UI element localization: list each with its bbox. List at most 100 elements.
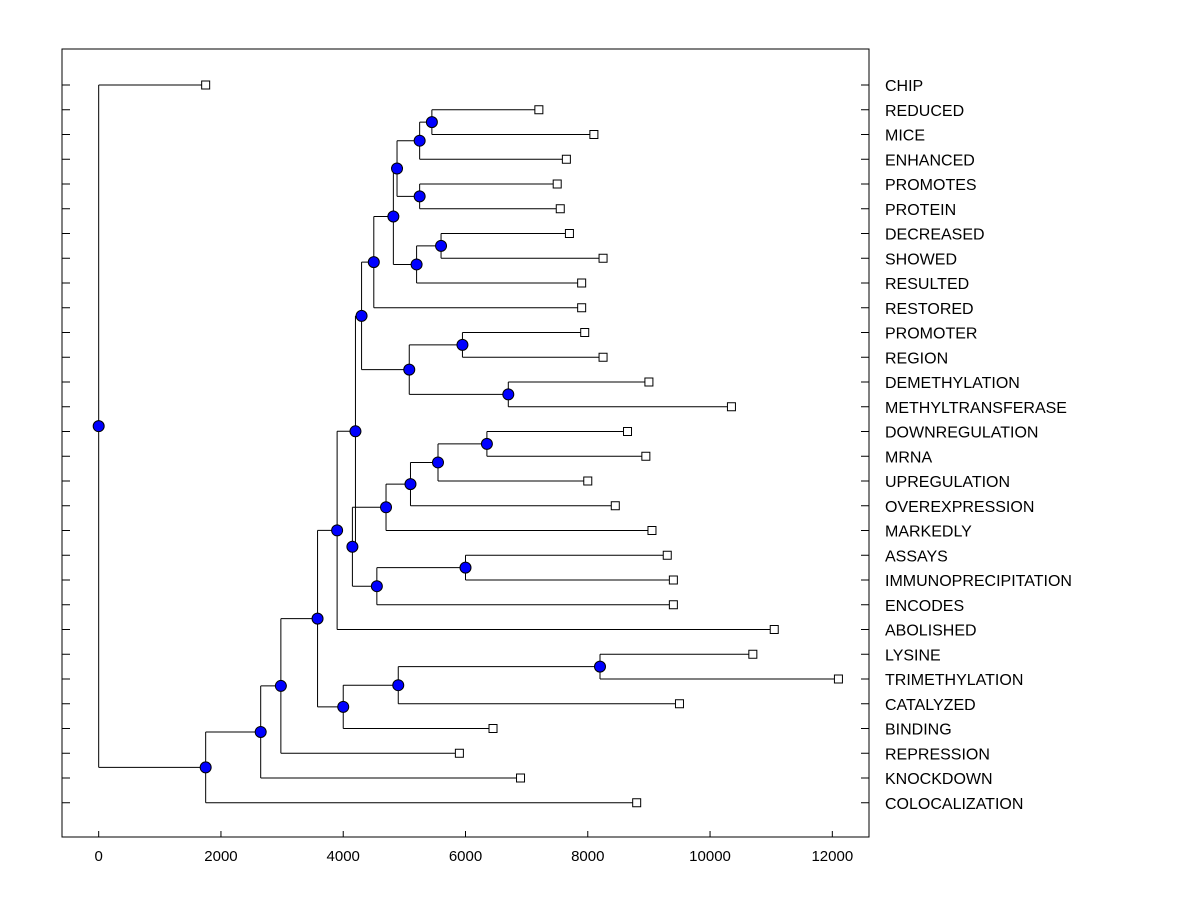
x-axis: 0 2000 4000 6000 8000 10000 12000 [95,831,853,865]
leaf-label-restored: RESTORED [885,301,974,318]
leaf-marker-immunoprecipitation [668,575,678,585]
leaf-label-enhanced: ENHANCED [885,152,975,169]
leaf-marker-promotes [552,179,562,189]
x-tick-label: 4000 [327,848,360,865]
leaf-label-resulted: RESULTED [885,276,969,293]
leaf-label-assays: ASSAYS [885,548,948,565]
leaf-marker-protein [555,204,565,214]
x-tick-label: 8000 [571,848,604,865]
leaf-label-knockdown: KNOCKDOWN [885,771,993,788]
y-axis-ticks [62,84,869,804]
leaf-label-immunoprecipitation: IMMUNOPRECIPITATION [885,573,1072,590]
leaf-marker-lysine [748,649,758,659]
merge-node-n_e [355,309,368,322]
merge-node-n_i [370,580,383,593]
merge-node-n_j [346,540,359,553]
leaf-marker-region [598,352,608,362]
merge-node-n_m [392,679,405,692]
merge-node-n_pr [456,338,469,351]
leaf-label-upregulation: UPREGULATION [885,474,1010,491]
leaf-marker-knockdown [516,773,526,783]
leaf-marker-markedly [647,526,657,535]
merge-node-n_pp [413,190,426,203]
leaf-label-reduced: REDUCED [885,103,964,120]
leaf-label-decreased: DECREASED [885,227,985,244]
merge-node-n_b [387,210,400,223]
merge-node-n_r [199,761,212,774]
leaf-label-repression: REPRESSION [885,746,990,763]
leaf-label-promoter: PROMOTER [885,326,977,343]
leaf-marker-binding [488,724,498,733]
leaf-marker-decreased [564,229,574,238]
leaf-label-mrna: MRNA [885,449,932,466]
merge-node-n_lt [594,660,606,673]
leaf-label-mice: MICE [885,128,925,145]
merge-node-n_p [274,679,287,692]
leaf-label-promotes: PROMOTES [885,177,977,194]
x-tick-label: 0 [95,848,103,865]
leaf-label-trimethylation: TRIMETHYLATION [885,672,1023,689]
x-tick-label: 6000 [449,848,482,865]
leaf-marker-abolished [769,625,779,634]
leaf-label-protein: PROTEIN [885,202,956,219]
merge-node-n_rm [425,116,438,129]
leaf-marker-chip [201,80,211,90]
merge-node-n_dsr [410,258,423,271]
leaf-label-demethylation: DEMETHYLATION [885,375,1020,392]
merge-node-n_c [367,256,380,269]
merge-node-n_dwm [480,437,493,450]
leaf-label-overexpression: OVEREXPRESSION [885,499,1034,516]
merge-node-n_l [331,524,344,537]
leaf-marker-overexpression [610,501,620,511]
leaf-marker-methyltransferase [726,402,736,412]
x-tick-label: 2000 [204,848,237,865]
merge-node-n_ai [459,561,472,574]
leaf-marker-showed [598,253,608,263]
leaf-marker-upregulation [583,476,593,486]
dendrogram-links [98,84,839,804]
merge-node-n_g [404,478,417,491]
merge-node-n_h [380,501,393,514]
merge-node-n_a [391,162,404,175]
leaf-marker-restored [577,303,587,313]
leaf-label-abolished: ABOLISHED [885,623,977,640]
leaf-labels: CHIP REDUCED MICE ENHANCED PROMOTES PROTEIN DE… [885,78,1072,813]
merge-node-n_k [349,425,362,438]
leaf-marker-catalyzed [674,699,684,709]
leaf-marker-assays [662,550,672,560]
merge-node-n_rme [413,134,426,147]
leaf-marker-demethylation [644,377,654,387]
leaf-label-downregulation: DOWNREGULATION [885,425,1038,442]
x-tick-label: 10000 [689,848,731,865]
plot-frame [61,48,870,838]
merge-node-n_o [311,612,324,625]
leaf-marker-reduced [534,105,544,115]
leaf-marker-resulted [577,278,587,288]
leaf-marker-downregulation [623,427,633,436]
x-tick-label: 12000 [811,848,853,865]
merge-node-n_q [254,725,267,738]
leaf-marker-promoter [580,328,590,337]
leaf-marker-colocalization [632,798,642,808]
leaf-label-chip: CHIP [885,78,923,95]
leaf-marker-enhanced [561,154,571,164]
leaf-markers [201,80,843,808]
leaf-label-colocalization: COLOCALIZATION [885,796,1023,813]
merge-node-n_f [431,456,444,469]
merge-node-n_root [92,420,105,433]
leaf-marker-encodes [668,600,678,610]
leaf-label-binding: BINDING [885,722,952,739]
leaf-label-region: REGION [885,350,948,367]
leaf-marker-mrna [641,451,651,461]
leaf-marker-mice [589,130,599,139]
leaf-label-methyltransferase: METHYLTRANSFERASE [885,400,1067,417]
leaf-label-showed: SHOWED [885,251,957,268]
leaf-label-encodes: ENCODES [885,598,964,615]
merge-node-n_d [403,363,416,376]
merge-node-n_dm [502,388,515,401]
leaf-label-lysine: LYSINE [885,647,941,664]
leaf-label-markedly: MARKEDLY [885,524,972,541]
leaf-marker-repression [454,748,464,758]
leaf-label-catalyzed: CATALYZED [885,697,976,714]
